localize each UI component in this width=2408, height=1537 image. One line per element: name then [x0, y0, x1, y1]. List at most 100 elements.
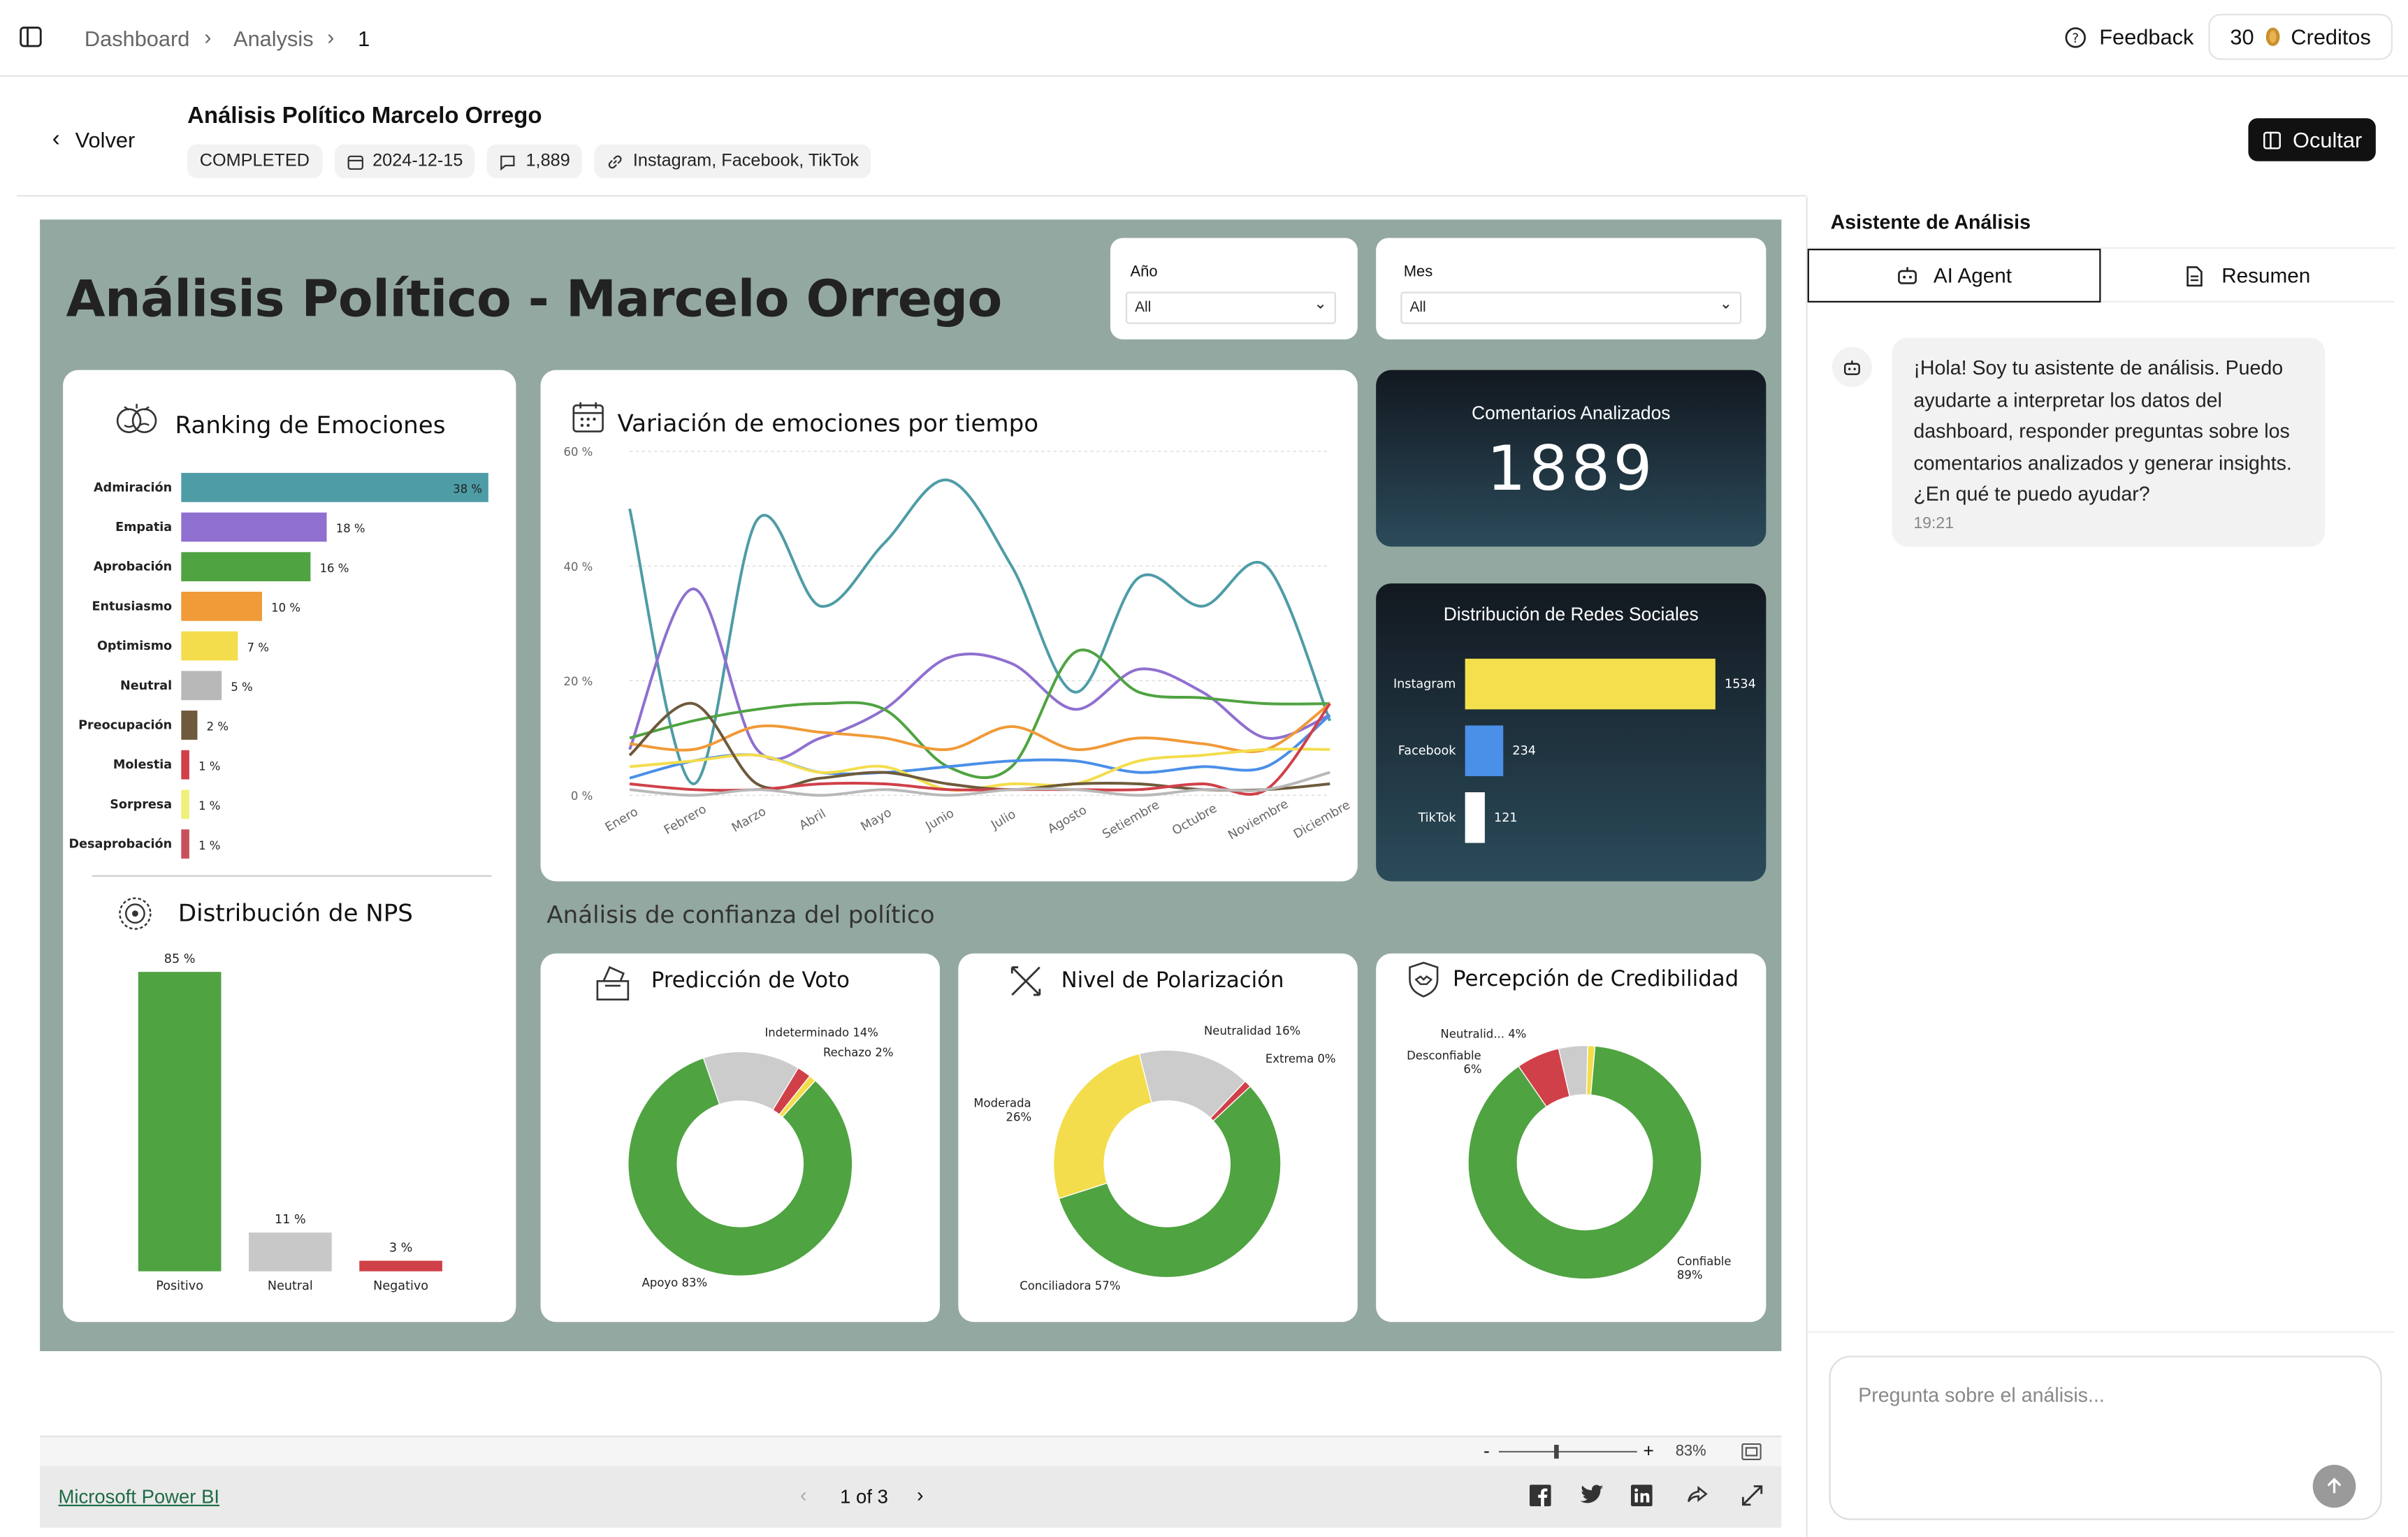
y-tick-label: 40 % [563, 560, 593, 574]
polar-label-moderada-pct: 26% [1006, 1110, 1031, 1123]
emotion-label: Optimismo [97, 639, 172, 653]
facebook-icon[interactable] [1529, 1485, 1551, 1506]
emotion-label: Entusiasmo [92, 599, 172, 613]
top-bar: Dashboard › Analysis › 1 ? Feedback 30 C… [0, 0, 2408, 77]
coin-icon [2265, 27, 2279, 46]
social-title: Distribución de Redes Sociales [1443, 603, 1699, 625]
cred-label-desconfiable-pct: 6% [1463, 1063, 1481, 1076]
emotion-value-label: 16 % [320, 562, 349, 575]
x-tick-label: Abril [797, 807, 829, 833]
hide-button[interactable]: Ocultar [2248, 118, 2376, 161]
panel-icon [2263, 131, 2281, 149]
meta-pills: COMPLETED 2024-12-15 1,889 Instagram, Fa… [187, 144, 871, 178]
powerbi-link[interactable]: Microsoft Power BI [58, 1486, 220, 1508]
divider [92, 875, 492, 877]
nps-bar [359, 1260, 442, 1272]
month-select[interactable]: All ⌄ [1400, 291, 1742, 324]
x-tick-label: Mayo [859, 806, 894, 834]
breadcrumb-current: 1 [358, 26, 370, 51]
tab-summary-label: Resumen [2221, 264, 2311, 287]
trust-section-title: Análisis de confianza del político [546, 901, 935, 929]
social-label: TikTok [1417, 811, 1456, 825]
divider [1807, 1331, 2395, 1333]
cred-label-confiable: Confiable [1677, 1255, 1732, 1268]
emotion-value-label: 7 % [247, 641, 268, 654]
donut-slice [1058, 1086, 1282, 1279]
emotion-label: Preocupación [78, 718, 172, 732]
powerbi-footer: Microsoft Power BI ‹ 1 of 3 › [40, 1466, 1782, 1528]
page-title: Análisis Político Marcelo Orrego [187, 103, 542, 129]
polar-label-moderada: Moderada [973, 1097, 1031, 1110]
filter-year: Año All ⌄ [1110, 238, 1358, 340]
social-bar [1465, 792, 1485, 843]
send-button[interactable] [2312, 1464, 2356, 1508]
x-tick-label: Enero [603, 805, 641, 835]
polarization-title: Nivel de Polarización [1061, 968, 1284, 993]
emotion-bar [181, 671, 222, 701]
comments-analyzed-card: Comentarios Analizados 1889 [1376, 370, 1767, 547]
zoom-out-button[interactable]: - [1483, 1440, 1490, 1462]
feedback-label: Feedback [2099, 24, 2194, 50]
fit-page-icon[interactable] [1741, 1443, 1762, 1461]
polar-label-conciliadora: Conciliadora 57% [1020, 1279, 1120, 1292]
emotion-bar [181, 512, 327, 542]
y-tick-label: 60 % [563, 446, 593, 459]
bot-icon [1843, 360, 1860, 374]
assistant-tabs [1807, 247, 2395, 303]
svg-text:?: ? [2072, 31, 2079, 45]
arrow-up-icon [2327, 1478, 2342, 1494]
social-value-label: 1534 [1725, 678, 1756, 692]
emotion-bar [181, 472, 488, 502]
emotion-time-title: Variación de emociones por tiempo [617, 409, 1039, 438]
swords-icon [1010, 966, 1041, 996]
nps-value-label: 11 % [275, 1213, 306, 1227]
linkedin-icon[interactable] [1630, 1485, 1653, 1506]
chat-input-box[interactable]: Pregunta sobre el análisis... [1829, 1355, 2382, 1520]
emotion-bar [181, 789, 189, 820]
chevron-down-icon: ⌄ [1314, 296, 1327, 314]
polarization-card: Nivel de Polarización Neutralidad 16% Ex… [958, 953, 1358, 1323]
series-line [628, 479, 1332, 785]
emotion-label: Desaprobación [68, 838, 172, 852]
sidebar-toggle-icon[interactable] [18, 24, 43, 49]
social-label: Facebook [1398, 744, 1456, 758]
emotions-title: Ranking de Emociones [175, 411, 446, 439]
year-select[interactable]: All ⌄ [1125, 291, 1336, 324]
feedback-button[interactable]: ? Feedback [2052, 14, 2206, 60]
credibility-donut-chart: Neutralid... 4% Desconfiable 6% Confiabl… [1407, 1028, 1732, 1282]
x-tick-label: Agosto [1045, 803, 1089, 837]
expand-icon[interactable] [1741, 1485, 1763, 1506]
breadcrumb-analysis[interactable]: Analysis [233, 26, 314, 51]
page-indicator: 1 of 3 [840, 1486, 888, 1508]
x-tick-label: Octubre [1170, 801, 1219, 838]
cred-label-neutralidad: Neutralid... 4% [1440, 1028, 1526, 1041]
tab-ai-agent[interactable]: AI Agent [1807, 249, 2101, 303]
series-line [628, 588, 1330, 761]
credits-button[interactable]: 30 Creditos [2208, 13, 2393, 60]
tab-summary[interactable]: Resumen [2101, 249, 2394, 303]
share-icon[interactable] [1686, 1485, 1708, 1506]
y-tick-label: 0 % [571, 789, 593, 803]
comments-badge: 1,889 [487, 144, 583, 178]
emotion-time-line-chart: 0 % 20 % 40 % 60 % Enero Febrero Marzo Abril May… [563, 446, 1352, 843]
back-label: Volver [75, 126, 136, 152]
series-line [629, 702, 1331, 753]
next-page-button[interactable]: › [917, 1483, 924, 1506]
nps-title: Distribución de NPS [177, 899, 413, 928]
divider [17, 195, 1806, 197]
zoom-in-button[interactable]: + [1643, 1440, 1654, 1462]
zoom-slider-thumb[interactable] [1554, 1445, 1559, 1459]
breadcrumb-dashboard[interactable]: Dashboard [84, 26, 190, 51]
x-tick-label: Noviembre [1226, 797, 1291, 843]
twitter-icon[interactable] [1580, 1485, 1604, 1505]
tab-ai-agent-label: AI Agent [1933, 264, 2012, 287]
cred-label-desconfiable: Desconfiable [1407, 1049, 1481, 1062]
emotion-value-label: 18 % [336, 522, 365, 535]
donut-slice [1467, 1045, 1702, 1280]
back-button[interactable]: ‹ Volver [52, 126, 136, 152]
zoom-slider[interactable] [1498, 1450, 1637, 1453]
chat-input[interactable]: Pregunta sobre el análisis... [1858, 1383, 2105, 1407]
zoom-bar: - + 83% [40, 1435, 1782, 1466]
prev-page-button[interactable]: ‹ [800, 1483, 807, 1506]
emotion-label: Neutral [120, 679, 172, 693]
